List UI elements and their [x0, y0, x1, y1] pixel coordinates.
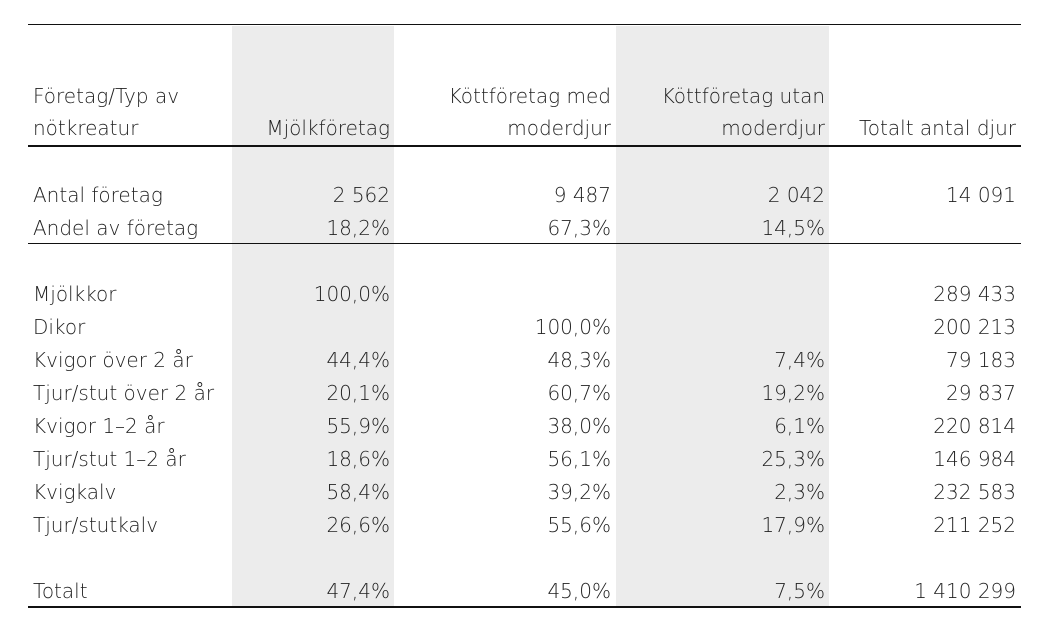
- cell-beef-without: 25,3%: [761, 447, 825, 471]
- cell-total: 14 091: [946, 183, 1016, 207]
- cell-beef-without: 14,5%: [761, 216, 825, 240]
- cell-total: 79 183: [946, 348, 1016, 372]
- header-milk: Mjölkföretag: [266, 112, 390, 144]
- header-type-line-2: nötkreatur: [33, 116, 139, 140]
- cell-beef-with: 45,0%: [547, 579, 611, 603]
- milk-column-shading: [232, 26, 394, 606]
- header-total: Totalt antal djur: [859, 112, 1016, 144]
- row-label: Antal företag: [33, 183, 163, 207]
- cell-milk: 100,0%: [313, 282, 390, 306]
- cell-total: 200 213: [933, 315, 1016, 339]
- cell-beef-with: 9 487: [553, 183, 611, 207]
- cell-total: 232 583: [933, 480, 1016, 504]
- cell-milk: 18,2%: [326, 216, 390, 240]
- cell-milk: 44,4%: [326, 348, 390, 372]
- header-beef-with-line-2: moderdjur: [507, 116, 611, 140]
- cell-total: 211 252: [933, 513, 1016, 537]
- cell-total: 1 410 299: [914, 579, 1016, 603]
- cell-beef-with: 60,7%: [547, 381, 611, 405]
- cell-beef-without: 6,1%: [774, 414, 825, 438]
- cell-beef-without: 19,2%: [761, 381, 825, 405]
- cell-milk: 47,4%: [326, 579, 390, 603]
- cell-beef-with: 67,3%: [547, 216, 611, 240]
- row-label: Kvigor 1–2 år: [33, 414, 165, 438]
- header-beef-with-line-1: Köttföretag med: [448, 84, 611, 108]
- cell-beef-with: 100,0%: [534, 315, 611, 339]
- cell-beef-with: 38,0%: [547, 414, 611, 438]
- row-label: Tjur/stut över 2 år: [33, 381, 215, 405]
- row-label: Dikor: [33, 315, 86, 339]
- row-label: Mjölkkor: [33, 282, 117, 306]
- row-label: Andel av företag: [33, 216, 199, 240]
- cell-total: 146 984: [933, 447, 1016, 471]
- row-label: Kvigkalv: [33, 480, 117, 504]
- beef-without-column-shading: [616, 26, 829, 606]
- header-beef-without-line-2: moderdjur: [721, 116, 825, 140]
- row-label: Tjur/stutkalv: [33, 513, 159, 537]
- header-type-line-1: Företag/Typ av: [33, 84, 180, 108]
- cell-beef-with: 48,3%: [547, 348, 611, 372]
- header-rule: [28, 145, 1021, 147]
- cell-beef-with: 39,2%: [547, 480, 611, 504]
- cell-total: 29 837: [946, 381, 1016, 405]
- cell-beef-without: 17,9%: [761, 513, 825, 537]
- cell-beef-without: 2,3%: [774, 480, 825, 504]
- cell-milk: 18,6%: [326, 447, 390, 471]
- cell-milk: 55,9%: [326, 414, 390, 438]
- row-label: Totalt: [33, 579, 88, 603]
- row-label: Kvigor över 2 år: [33, 348, 193, 372]
- cell-beef-with: 56,1%: [547, 447, 611, 471]
- cell-milk: 26,6%: [326, 513, 390, 537]
- header-milk-line-1: Mjölkföretag: [266, 116, 390, 140]
- header-beef-with: Köttföretag med moderdjur: [449, 80, 611, 144]
- cell-milk: 2 562: [332, 183, 390, 207]
- cell-beef-without: 2 042: [767, 183, 825, 207]
- cell-total: 289 433: [933, 282, 1016, 306]
- top-rule: [28, 24, 1021, 25]
- summary-rule: [28, 243, 1021, 244]
- header-total-line-1: Totalt antal djur: [858, 116, 1016, 140]
- cell-milk: 58,4%: [326, 480, 390, 504]
- cell-beef-without: 7,4%: [774, 348, 825, 372]
- cell-total: 220 814: [933, 414, 1016, 438]
- cell-beef-without: 7,5%: [774, 579, 825, 603]
- bottom-rule: [28, 606, 1021, 608]
- cattle-table: Företag/Typ av nötkreatur Mjölkföretag K…: [28, 24, 1021, 608]
- header-beef-without-line-1: Köttföretag utan: [661, 84, 825, 108]
- header-beef-without: Köttföretag utan moderdjur: [662, 80, 825, 144]
- cell-beef-with: 55,6%: [547, 513, 611, 537]
- row-label: Tjur/stut 1–2 år: [33, 447, 186, 471]
- header-type: Företag/Typ av nötkreatur: [33, 80, 179, 144]
- cell-milk: 20,1%: [326, 381, 390, 405]
